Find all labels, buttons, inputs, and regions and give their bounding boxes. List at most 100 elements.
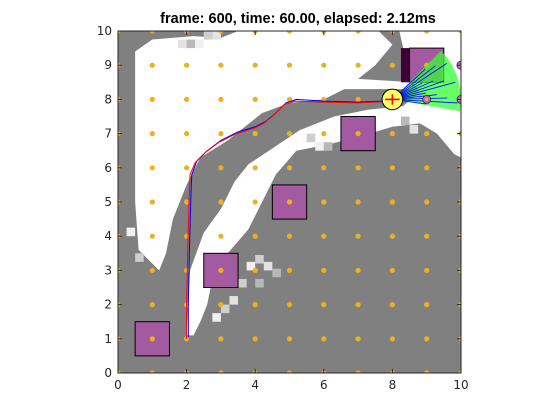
- grid-point: [321, 199, 327, 205]
- grid-point: [321, 336, 327, 342]
- grid-point: [321, 267, 327, 273]
- occupancy-cell: [323, 142, 333, 151]
- grid-point: [424, 31, 430, 34]
- occupancy-cell: [409, 125, 419, 134]
- occupancy-cell: [203, 31, 213, 40]
- grid-point: [252, 96, 258, 102]
- grid-point: [149, 96, 155, 102]
- occupancy-cell: [229, 296, 239, 305]
- grid-point: [355, 131, 361, 137]
- y-tick-label: 4: [104, 229, 112, 243]
- occupancy-cell: [255, 255, 264, 264]
- grid-point: [424, 267, 430, 273]
- y-tick-label: 0: [104, 366, 112, 380]
- grid-point: [321, 131, 327, 137]
- grid-point: [355, 199, 361, 205]
- plot-area: [118, 31, 461, 373]
- grid-point: [286, 96, 293, 102]
- grid-point: [218, 31, 224, 34]
- grid-point: [218, 267, 224, 273]
- grid-point: [149, 302, 155, 308]
- occupancy-cell: [400, 116, 410, 126]
- x-axis: 0 2 4 6 8 10: [114, 31, 469, 392]
- x-tick-label: 8: [389, 378, 397, 392]
- grid-point: [252, 336, 258, 342]
- grid-point: [355, 31, 361, 34]
- occupancy-cell: [126, 227, 136, 237]
- grid-point: [286, 165, 293, 171]
- grid-point: [424, 302, 430, 308]
- occupancy-cell: [212, 313, 221, 322]
- chart-title: frame: 600, time: 60.00, elapsed: 2.12ms: [160, 11, 436, 27]
- target-center: [425, 97, 429, 101]
- x-tick-label: 2: [183, 378, 191, 392]
- path-series-1: [186, 98, 393, 339]
- grid-point: [424, 199, 430, 205]
- occupancy-cell: [186, 39, 196, 49]
- grid-point: [218, 199, 224, 205]
- grid-point: [118, 370, 121, 373]
- grid-point: [355, 302, 361, 308]
- grid-point: [184, 62, 190, 68]
- grid-point: [321, 165, 327, 171]
- grid-point: [286, 302, 293, 308]
- grid-point: [252, 233, 258, 239]
- grid-point: [355, 267, 361, 273]
- sensor-ray: [392, 63, 447, 100]
- grid-point: [252, 131, 258, 137]
- robot: [381, 88, 404, 111]
- grid-point: [355, 62, 361, 68]
- grid-point: [355, 233, 361, 239]
- grid-point: [389, 62, 395, 68]
- grid-point: [389, 336, 395, 342]
- grid-point: [149, 267, 155, 273]
- grid-point: [149, 199, 155, 205]
- grid-point: [184, 96, 190, 102]
- y-tick-label: 1: [104, 332, 112, 346]
- grid-point: [184, 199, 190, 205]
- grid-point: [389, 131, 395, 137]
- y-tick-label: 7: [104, 127, 112, 141]
- occupancy-cell: [246, 261, 256, 271]
- grid-point: [252, 62, 258, 68]
- occupancy-cell: [255, 278, 264, 288]
- grid-point: [424, 165, 430, 171]
- grid-point: [149, 370, 155, 373]
- grid-point: [458, 31, 461, 34]
- grid-point: [149, 62, 155, 68]
- y-tick-label: 3: [104, 263, 112, 277]
- grid-point: [184, 267, 190, 273]
- grid-point: [389, 267, 395, 273]
- grid-point: [252, 199, 258, 205]
- y-axis: 0 1 2 3 4 5 6 7 8 9 10: [97, 24, 461, 380]
- occupancy-cell: [238, 278, 247, 288]
- grid-point: [149, 31, 155, 34]
- y-tick-label: 9: [104, 58, 112, 72]
- y-tick-label: 6: [104, 161, 112, 175]
- grid-point: [149, 336, 155, 342]
- grid-point: [286, 199, 293, 205]
- x-tick-label: 0: [114, 378, 122, 392]
- grid-point: [218, 96, 224, 102]
- x-tick-label: 6: [320, 378, 328, 392]
- occupancy-cell: [263, 261, 273, 271]
- grid-point: [118, 31, 121, 34]
- grid-point: [252, 302, 258, 308]
- grid-point: [355, 370, 361, 373]
- grid-point: [355, 165, 361, 171]
- grid-point: [321, 302, 327, 308]
- grid-point: [389, 302, 395, 308]
- grid-point: [252, 267, 258, 273]
- grid-point: [286, 233, 293, 239]
- grid-point: [424, 131, 430, 137]
- grid-point: [286, 336, 293, 342]
- x-tick-label: 4: [251, 378, 259, 392]
- grid-point: [218, 131, 224, 137]
- grid-point: [218, 302, 224, 308]
- grid-point: [286, 267, 293, 273]
- grid-point: [424, 370, 430, 373]
- y-tick-label: 10: [97, 24, 112, 38]
- grid-point: [218, 233, 224, 239]
- y-tick-label: 5: [104, 195, 112, 209]
- occupancy-cell: [315, 142, 324, 151]
